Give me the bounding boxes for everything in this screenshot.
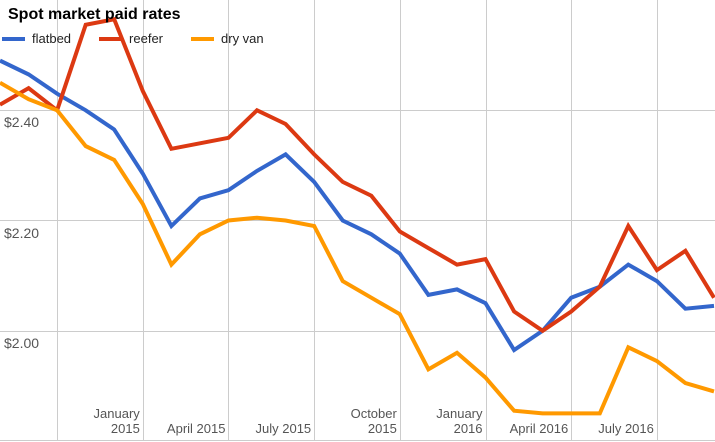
legend-label: flatbed [32,31,72,46]
legend-label: reefer [129,31,164,46]
legend: flatbed reefer dry van [2,31,292,46]
y-axis-label: $2.20 [4,224,40,241]
x-axis-label: July 2016 [598,421,654,436]
series-line-dry-van[interactable] [0,80,715,416]
legend-label: dry van [221,31,264,46]
y-axis-label: $2.40 [4,114,40,131]
legend-swatch-flatbed [2,36,25,41]
x-axis-label: January 2016 [436,406,483,436]
legend-swatch-reefer [99,36,123,41]
x-axis-label: July 2015 [255,421,312,436]
x-axis-label: April 2015 [166,421,226,436]
chart-title: Spot market paid rates [8,6,181,23]
legend-swatch-dry-van [191,36,215,41]
legend-item-dry-van[interactable]: dry van [191,31,264,46]
y-axis-label: $2.00 [4,334,40,351]
series-line-reefer[interactable] [0,17,715,334]
x-axis-label: April 2016 [509,421,569,436]
series-line-flatbed[interactable] [0,58,715,353]
x-axis-label: October 2015 [350,406,397,436]
legend-item-flatbed[interactable]: flatbed [2,31,71,46]
legend-item-reefer[interactable]: reefer [99,31,163,46]
x-axis-label: January 2015 [93,406,140,436]
